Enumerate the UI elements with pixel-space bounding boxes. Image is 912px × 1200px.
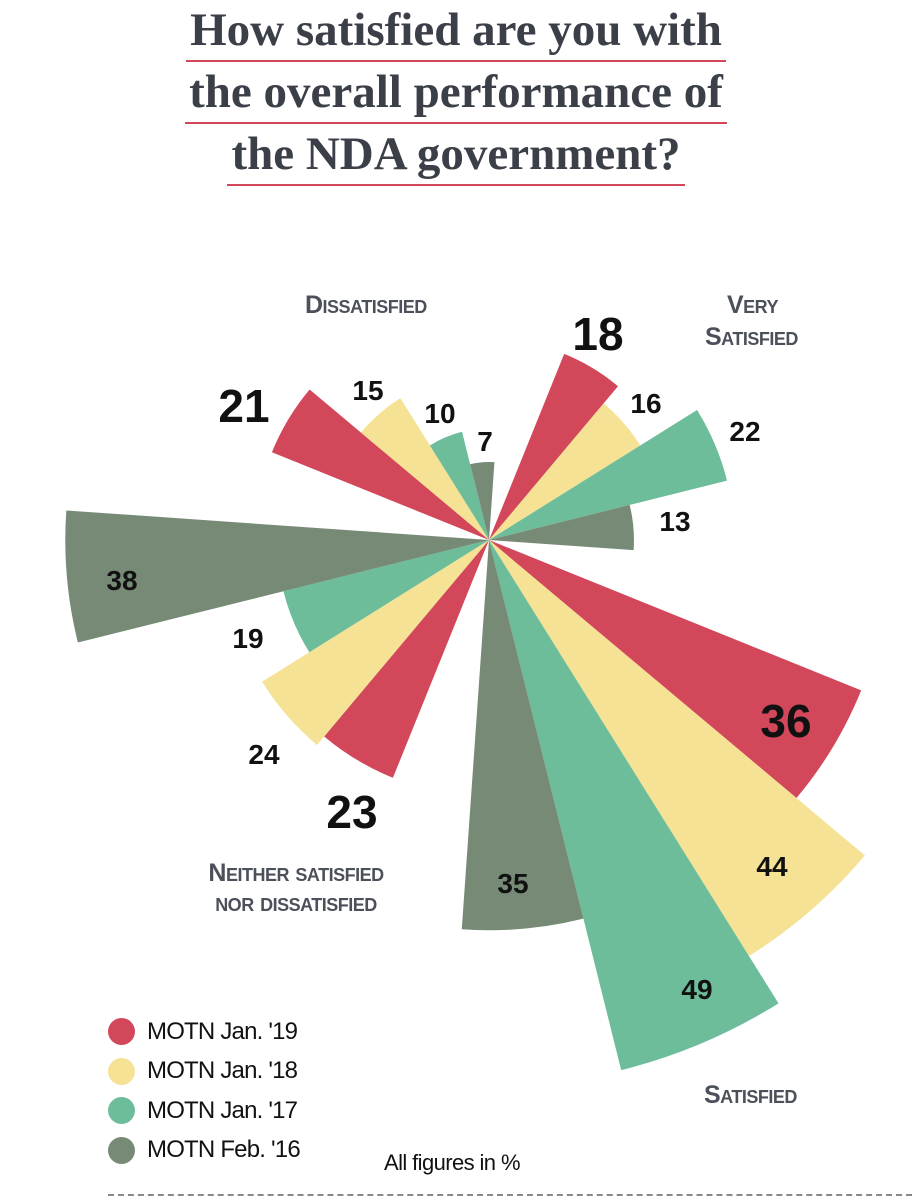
- wedge-neither-3: [65, 510, 490, 643]
- data-label-satisfied-0: 36: [760, 695, 811, 747]
- legend-item: MOTN Jan. '18: [108, 1052, 300, 1092]
- data-label-dissatisfied-2: 10: [424, 398, 455, 429]
- wedge-dissatisfied-0: [271, 389, 489, 540]
- data-label-neither-0: 23: [326, 786, 377, 838]
- wedge-very-satisfied-3: [489, 504, 634, 551]
- wedge-satisfied-1: [489, 540, 865, 957]
- data-label-neither-2: 19: [232, 623, 263, 654]
- category-label-dissatisfied: Dissatisfied: [305, 291, 427, 319]
- wedge-very-satisfied-1: [489, 403, 641, 540]
- legend-swatch: [108, 1136, 135, 1164]
- data-label-very-satisfied-3: 13: [659, 506, 690, 537]
- legend-item: MOTN Jan. '19: [108, 1012, 300, 1052]
- wedge-very-satisfied-0: [489, 353, 619, 540]
- category-label-neither: Neither satisfied nor dissatisfied: [208, 859, 384, 917]
- title-line-1: How satisfied are you with: [0, 2, 912, 62]
- data-label-satisfied-2: 49: [681, 974, 712, 1005]
- wedge-satisfied-0: [489, 540, 862, 799]
- wedge-neither-0: [324, 540, 489, 778]
- category-label-very-satisfied: Very Satisfied: [705, 291, 798, 351]
- wedge-neither-1: [262, 540, 489, 745]
- data-label-neither-3: 38: [106, 565, 137, 596]
- wedge-dissatisfied-1: [360, 398, 489, 540]
- wedge-neither-2: [283, 540, 489, 653]
- data-label-dissatisfied-3: 7: [477, 426, 493, 457]
- data-label-very-satisfied-2: 22: [729, 416, 760, 447]
- category-label-satisfied: Satisfied: [704, 1081, 797, 1109]
- title-line-2: the overall performance of: [0, 64, 912, 124]
- data-label-satisfied-3: 35: [497, 868, 528, 899]
- legend-item: MOTN Jan. '17: [108, 1091, 300, 1131]
- wedge-dissatisfied-3: [470, 461, 495, 540]
- data-label-very-satisfied-0: 18: [572, 308, 623, 360]
- data-label-dissatisfied-0: 21: [218, 380, 269, 432]
- divider: [108, 1194, 912, 1196]
- legend-swatch: [108, 1057, 135, 1085]
- legend-item: MOTN Feb. '16: [108, 1131, 301, 1171]
- legend: MOTN Jan. '19 MOTN Jan. '18 MOTN Jan. '1…: [108, 1012, 301, 1171]
- legend-swatch: [108, 1097, 135, 1125]
- title-line-3: the NDA government?: [0, 126, 912, 186]
- wedge-satisfied-3: [461, 540, 584, 931]
- wedge-dissatisfied-2: [429, 431, 489, 540]
- wedge-very-satisfied-2: [489, 410, 728, 540]
- legend-swatch: [108, 1018, 135, 1046]
- data-label-dissatisfied-1: 15: [352, 375, 383, 406]
- data-label-very-satisfied-1: 16: [630, 388, 661, 419]
- data-label-satisfied-1: 44: [756, 851, 788, 882]
- wedge-satisfied-2: [489, 540, 779, 1071]
- data-label-neither-1: 24: [248, 739, 280, 770]
- units-note: All figures in %: [384, 1150, 521, 1175]
